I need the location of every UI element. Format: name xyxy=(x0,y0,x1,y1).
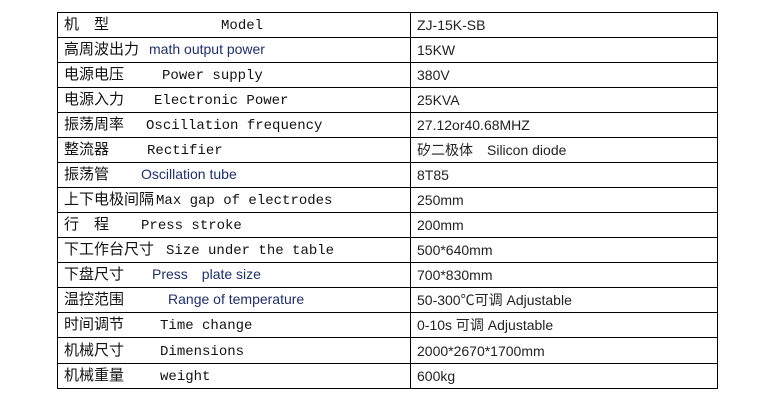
spec-value: 25KVA xyxy=(417,92,460,108)
spec-value-cell: 27.12or40.68MHZ xyxy=(410,112,718,138)
spec-label-cell: 高周波出力 math output power xyxy=(57,37,411,63)
spec-value-cell: 2000*2670*1700mm xyxy=(410,337,718,364)
spec-value: 200mm xyxy=(417,217,464,233)
spec-label-cell: 行 程 Press stroke xyxy=(57,212,411,238)
spec-label-en: Electronic Power xyxy=(154,93,289,109)
spec-table: 机 型 Model ZJ-15K-SB 高周波出力 math output power 1… xyxy=(57,12,718,389)
spec-value: ZJ-15K-SB xyxy=(417,17,486,33)
spec-label-en: math output power xyxy=(149,41,265,57)
spec-label-en: Size under the table xyxy=(166,243,335,259)
spec-label-en: Oscillation tube xyxy=(141,166,237,182)
spec-label-cn: 下盘尺寸 xyxy=(64,265,125,283)
spec-value-cell: 15KW xyxy=(410,37,718,63)
spec-label-en: Max gap of electrodes xyxy=(156,193,333,209)
table-row: 上下电极间隔 Max gap of electrodes 250mm xyxy=(57,187,718,213)
table-row: 机械尺寸 Dimensions 2000*2670*1700mm xyxy=(57,337,718,364)
spec-label-cell: 下工作台尺寸 Size under the table xyxy=(57,237,411,263)
table-row: 振荡周率 Oscillation frequency 27.12or40.68MHZ xyxy=(57,112,718,138)
spec-value-cell: 600kg xyxy=(410,363,718,389)
spec-value: 380V xyxy=(417,67,450,83)
spec-label-en: Oscillation frequency xyxy=(146,118,323,134)
spec-label-cn: 电源电压 xyxy=(64,65,125,83)
spec-value: 250mm xyxy=(417,192,464,208)
spec-value: 8T85 xyxy=(417,167,449,183)
spec-label-cell: 机 型 Model xyxy=(57,12,411,38)
table-row: 温控范围 Range of temperature 50-300℃可调 Adjust… xyxy=(57,287,718,313)
spec-value-cell: 0-10s 可调 Adjustable xyxy=(410,312,718,338)
spec-label-cn: 下工作台尺寸 xyxy=(64,240,155,258)
spec-label-cell: 机械重量 weight xyxy=(57,363,411,389)
table-row: 电源入力 Electronic Power 25KVA xyxy=(57,87,718,113)
spec-label-en: Range of temperature xyxy=(168,291,305,307)
spec-label-cn: 时间调节 xyxy=(64,315,125,333)
spec-label-cn: 温控范围 xyxy=(64,290,125,308)
spec-label-cn: 振荡周率 xyxy=(64,115,125,133)
spec-value-cell: 700*830mm xyxy=(410,262,718,288)
spec-value: 2000*2670*1700mm xyxy=(417,342,545,359)
spec-label-en: Press stroke xyxy=(141,218,242,234)
table-row: 电源电压 Power supply 380V xyxy=(57,62,718,88)
spec-value-cell: 500*640mm xyxy=(410,237,718,263)
spec-table-body: 机 型 Model ZJ-15K-SB 高周波出力 math output power 1… xyxy=(57,12,718,389)
table-row: 行 程 Press stroke 200mm xyxy=(57,212,718,238)
spec-label-cell: 振荡周率 Oscillation frequency xyxy=(57,112,411,138)
table-row: 高周波出力 math output power 15KW xyxy=(57,37,718,63)
spec-label-cn: 上下电极间隔 xyxy=(64,190,155,208)
spec-label-en: Model xyxy=(221,18,264,34)
spec-value: 矽二极体 Silicon diode xyxy=(417,142,567,158)
spec-label-en: Dimensions xyxy=(160,343,245,360)
spec-label-cn: 机械尺寸 xyxy=(64,340,125,359)
spec-label-cell: 整流器 Rectifier xyxy=(57,137,411,163)
spec-value-cell: 250mm xyxy=(410,187,718,213)
spec-label-cell: 温控范围 Range of temperature xyxy=(57,287,411,313)
spec-label-cell: 电源入力 Electronic Power xyxy=(57,87,411,113)
spec-label-cn: 电源入力 xyxy=(64,90,125,108)
spec-label-cell: 振荡管 Oscillation tube xyxy=(57,162,411,188)
spec-value: 600kg xyxy=(417,368,456,384)
spec-label-en: Press plate size xyxy=(152,266,261,282)
spec-label-cn: 振荡管 xyxy=(64,165,110,183)
table-row: 机械重量 weight 600kg xyxy=(57,363,718,389)
spec-label-cell: 机械尺寸 Dimensions xyxy=(57,337,411,364)
table-row: 下工作台尺寸 Size under the table 500*640mm xyxy=(57,237,718,263)
spec-value-cell: 50-300℃可调 Adjustable xyxy=(410,287,718,313)
table-row: 整流器 Rectifier 矽二极体 Silicon diode xyxy=(57,137,718,163)
spec-value-cell: ZJ-15K-SB xyxy=(410,12,718,38)
spec-label-cn: 高周波出力 xyxy=(64,40,140,58)
spec-value: 50-300℃可调 Adjustable xyxy=(417,292,572,308)
table-row: 下盘尺寸 Press plate size 700*830mm xyxy=(57,262,718,288)
spec-label-en: weight xyxy=(160,369,211,385)
spec-value-cell: 380V xyxy=(410,62,718,88)
spec-value: 700*830mm xyxy=(417,267,493,283)
spec-label-cn: 机 型 xyxy=(64,15,110,33)
spec-label-en: Rectifier xyxy=(147,143,223,159)
spec-label-cell: 下盘尺寸 Press plate size xyxy=(57,262,411,288)
spec-label-cn: 整流器 xyxy=(64,140,110,158)
spec-value: 15KW xyxy=(417,42,456,58)
spec-value-cell: 200mm xyxy=(410,212,718,238)
spec-value: 0-10s 可调 Adjustable xyxy=(417,317,554,333)
spec-label-cn: 行 程 xyxy=(64,215,110,233)
table-row: 振荡管 Oscillation tube 8T85 xyxy=(57,162,718,188)
spec-label-en: Time change xyxy=(160,318,253,334)
spec-label-en: Power supply xyxy=(162,68,263,84)
spec-value: 27.12or40.68MHZ xyxy=(417,117,530,133)
table-row: 机 型 Model ZJ-15K-SB xyxy=(57,12,718,38)
table-row: 时间调节 Time change 0-10s 可调 Adjustable xyxy=(57,312,718,338)
spec-label-cell: 电源电压 Power supply xyxy=(57,62,411,88)
spec-label-cell: 上下电极间隔 Max gap of electrodes xyxy=(57,187,411,213)
spec-label-cn: 机械重量 xyxy=(64,366,125,384)
spec-value-cell: 矽二极体 Silicon diode xyxy=(410,137,718,163)
spec-value-cell: 8T85 xyxy=(410,162,718,188)
spec-label-cell: 时间调节 Time change xyxy=(57,312,411,338)
spec-value-cell: 25KVA xyxy=(410,87,718,113)
spec-value: 500*640mm xyxy=(417,242,493,258)
